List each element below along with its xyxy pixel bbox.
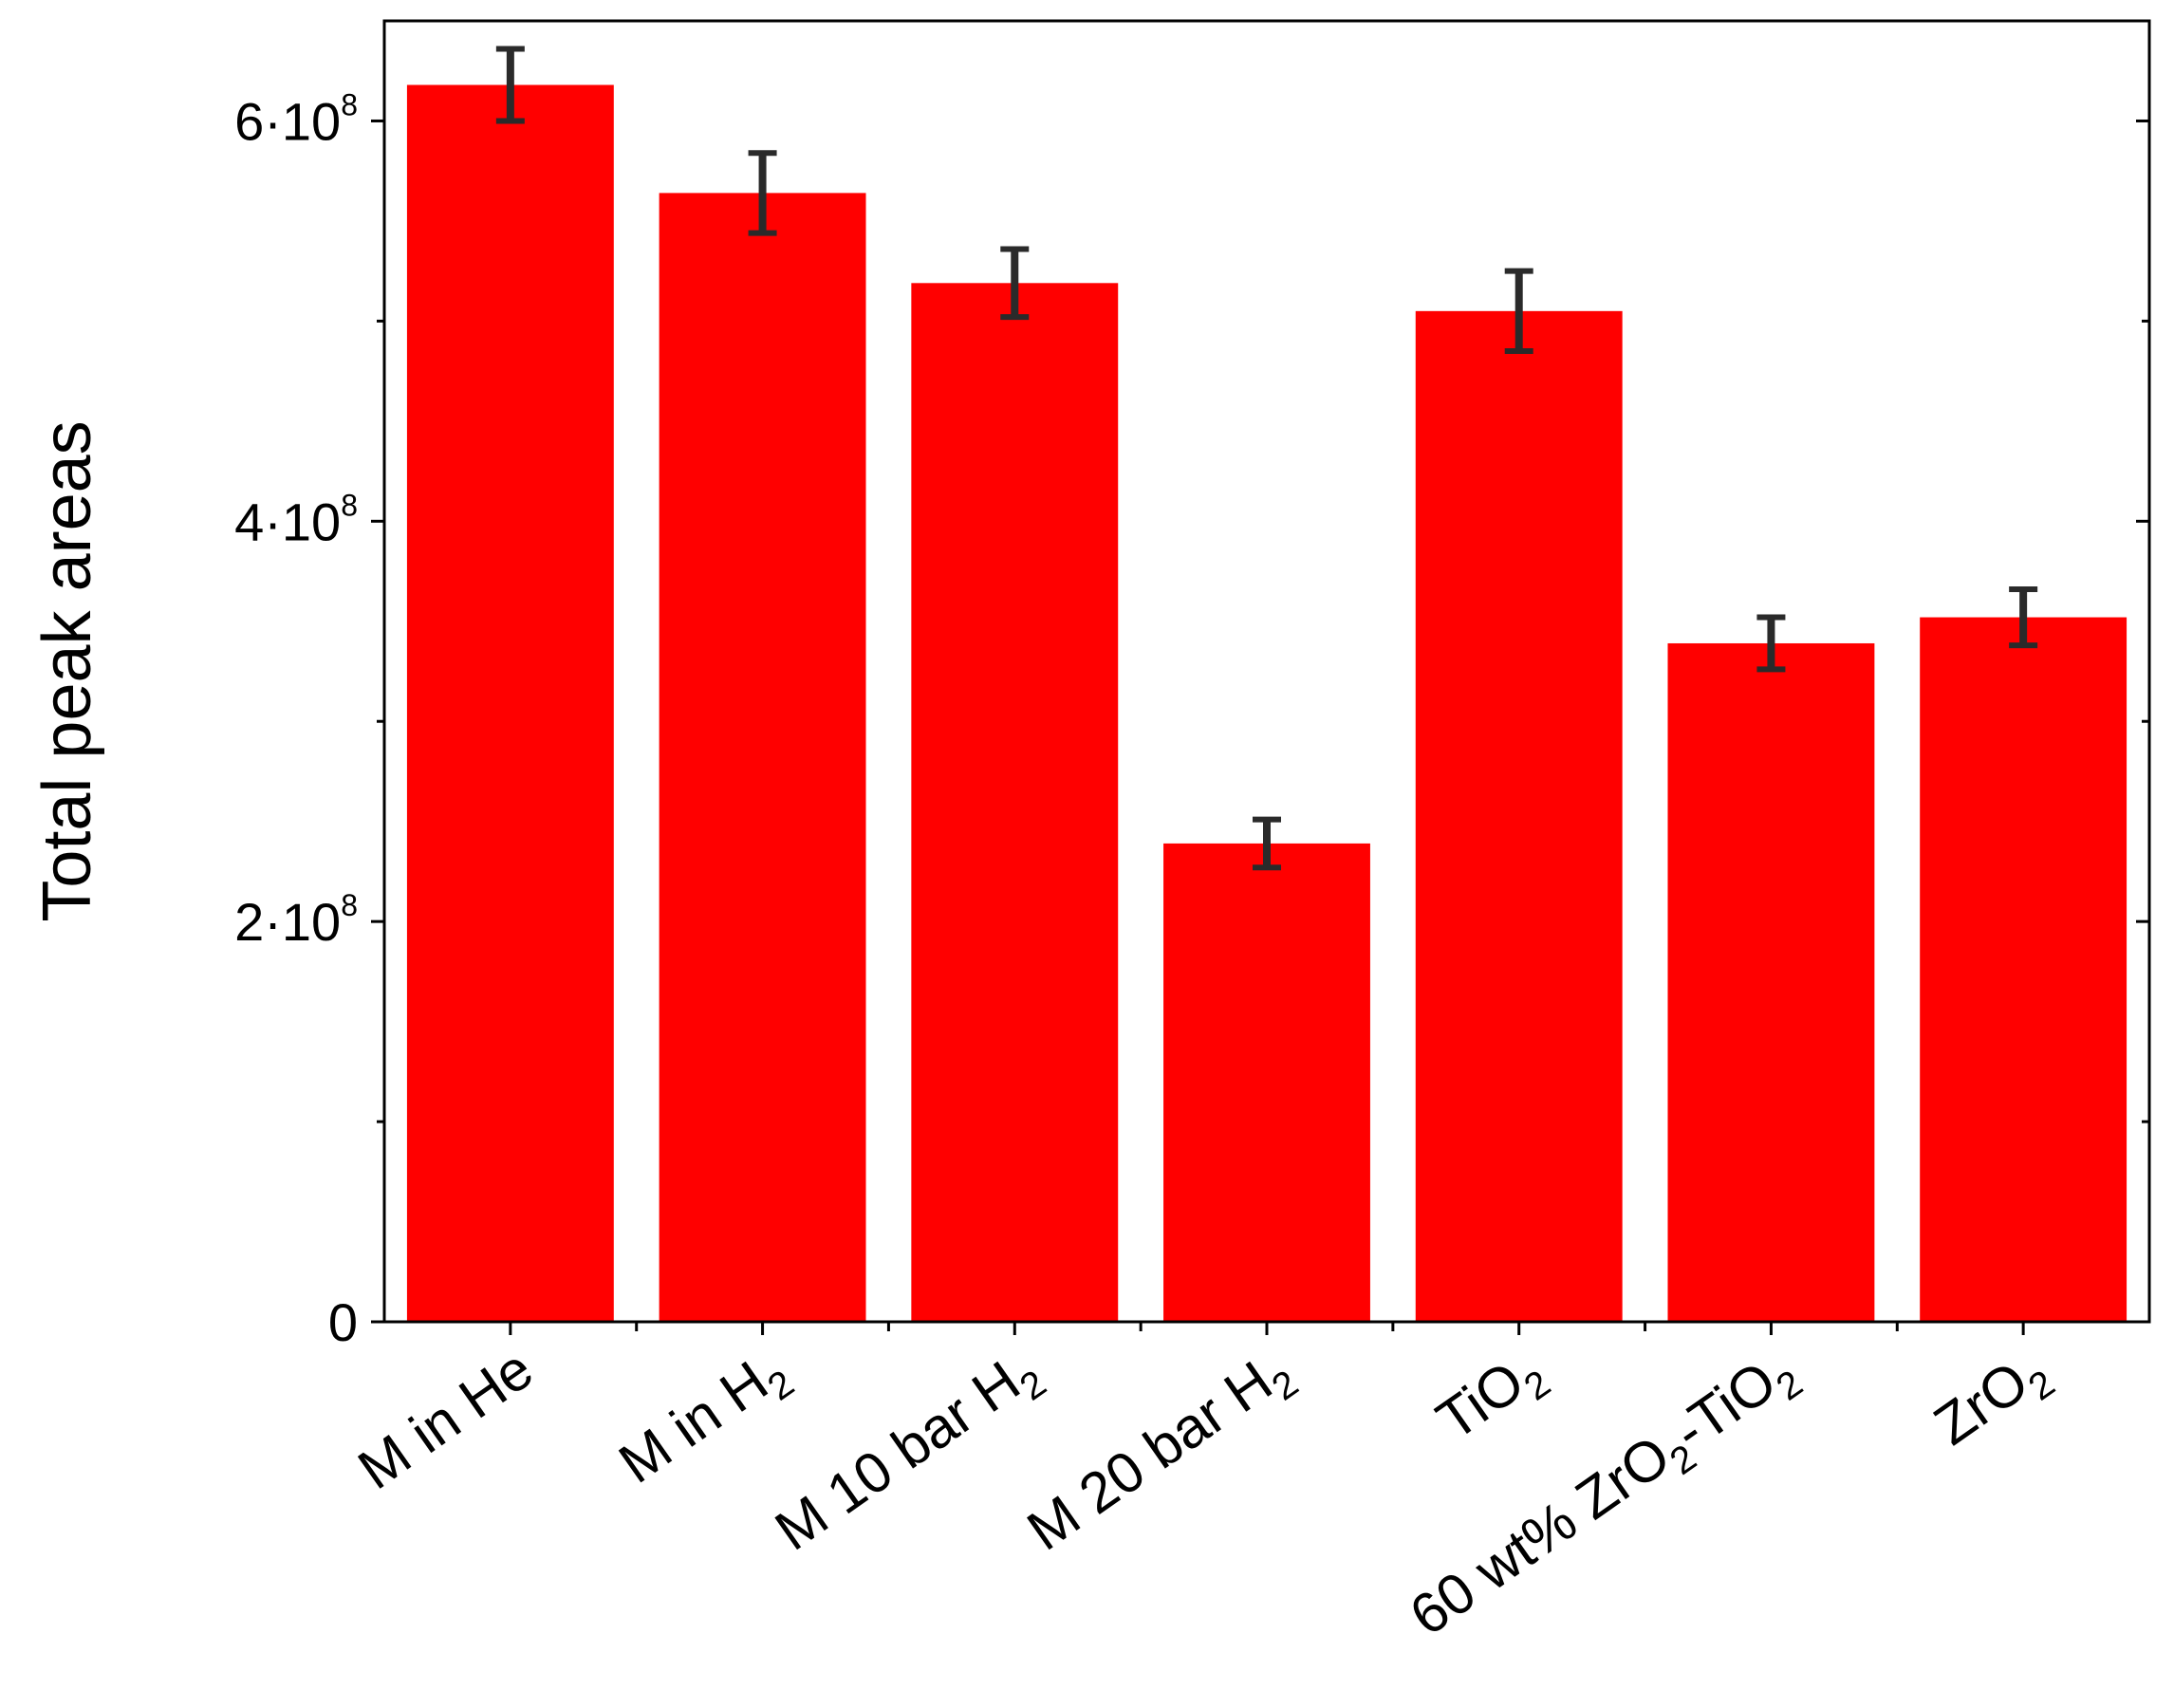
bar-1 xyxy=(659,193,866,1323)
x-axis-category-labels: M in He M in H2M 10 bar H2M 20 bar H2 TiO2… xyxy=(347,1337,2063,1648)
y-tick-label: 2·108 xyxy=(234,888,358,952)
error-bar-6 xyxy=(2009,586,2038,649)
bar-0 xyxy=(406,84,614,1323)
error-bar-4 xyxy=(1504,268,1533,355)
y-tick-label: 6·108 xyxy=(234,87,358,151)
error-bar-series xyxy=(495,46,2038,871)
y-tick-label: 4·108 xyxy=(234,488,358,551)
x-category-label-1: M in H2 xyxy=(607,1337,801,1503)
x-category-label-3: M 20 bar H2 xyxy=(1016,1337,1307,1570)
bar-series xyxy=(406,84,2128,1323)
error-bar-3 xyxy=(1253,816,1281,871)
y-axis-ticks: 0 2·108 4·108 6·108 xyxy=(234,87,2149,1352)
bar-4 xyxy=(1415,310,1623,1322)
y-tick-label: 0 xyxy=(328,1292,358,1352)
error-bar-1 xyxy=(748,150,777,236)
x-category-label-4: TiO2 xyxy=(1425,1337,1558,1460)
error-bar-0 xyxy=(495,46,525,124)
x-category-label-0: M in He xyxy=(347,1337,545,1501)
error-bar-2 xyxy=(1000,246,1030,321)
x-axis-ticks xyxy=(509,1322,2025,1335)
bar-3 xyxy=(1163,843,1370,1322)
x-category-label-6: ZrO2 xyxy=(1923,1337,2062,1465)
x-category-label-2: M 10 bar H2 xyxy=(764,1337,1054,1570)
bar-2 xyxy=(911,283,1119,1323)
bar-5 xyxy=(1667,642,1875,1322)
bar-6 xyxy=(1920,617,2128,1322)
y-axis-title: Total peak areas xyxy=(29,420,105,921)
error-bar-5 xyxy=(1756,614,1786,673)
